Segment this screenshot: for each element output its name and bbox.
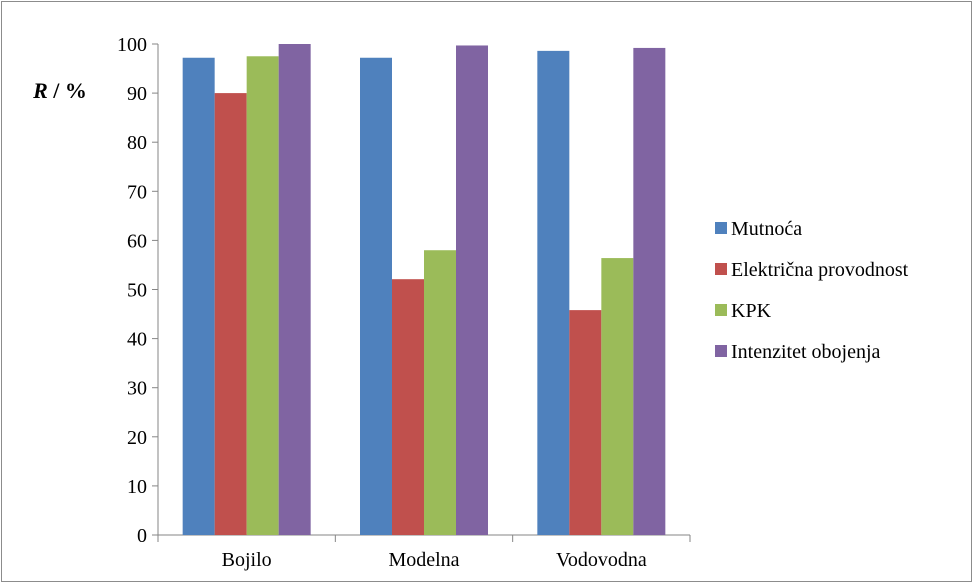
legend-label: KPK	[731, 300, 772, 322]
y-tick-label: 90	[127, 83, 147, 105]
legend-label: Električna provodnost	[731, 259, 909, 281]
y-axis-label-italic: R	[32, 78, 48, 103]
y-tick-label: 80	[127, 132, 147, 154]
bar-elektri-na-provodnost-vodovodna	[569, 310, 602, 535]
legend: Mutnoća Električna provodnost KPK Intenzite…	[715, 218, 909, 363]
bar-elektri-na-provodnost-bojilo	[214, 93, 247, 535]
bar-elektri-na-provodnost-modelna	[392, 279, 424, 535]
bar-kpk-vodovodna	[601, 258, 634, 535]
legend-swatch	[715, 222, 727, 234]
y-axis-label: R / %	[32, 78, 87, 103]
y-tick-label: 50	[127, 280, 147, 302]
y-tick-label: 40	[127, 329, 147, 351]
y-tick-label: 10	[127, 476, 147, 498]
bar-mutno-a-vodovodna	[537, 50, 570, 536]
legend-label: Mutnoća	[731, 218, 802, 240]
plot-area: 0 10 20 30 40 50 60 70 80 90 100 Bojilo Modelna Vodov…	[117, 34, 691, 571]
x-tick-label: Vodovodna	[556, 549, 647, 571]
y-tick-label: 100	[117, 34, 147, 56]
y-tick-label: 60	[127, 230, 147, 252]
y-axis-label-rest: / %	[48, 78, 87, 103]
y-tick-label: 20	[127, 427, 147, 449]
legend-swatch	[715, 263, 727, 275]
y-tick-label: 70	[127, 181, 147, 203]
x-tick-label: Bojilo	[222, 549, 272, 571]
bar-kpk-modelna	[424, 250, 456, 535]
legend-swatch	[715, 304, 727, 316]
legend-swatch	[715, 345, 727, 357]
bar-intenzitet-obojenja-vodovodna	[633, 47, 666, 535]
bar-mutno-a-modelna	[360, 57, 392, 536]
bar-mutno-a-bojilo	[182, 57, 215, 536]
x-tick-label: Modelna	[388, 549, 459, 571]
bar-kpk-bojilo	[246, 56, 279, 536]
bar-intenzitet-obojenja-bojilo	[278, 44, 311, 535]
y-tick-label: 30	[127, 378, 147, 400]
legend-label: Intenzitet obojenja	[731, 341, 881, 363]
bar-intenzitet-obojenja-modelna	[456, 45, 488, 536]
y-tick-label: 0	[137, 525, 147, 547]
